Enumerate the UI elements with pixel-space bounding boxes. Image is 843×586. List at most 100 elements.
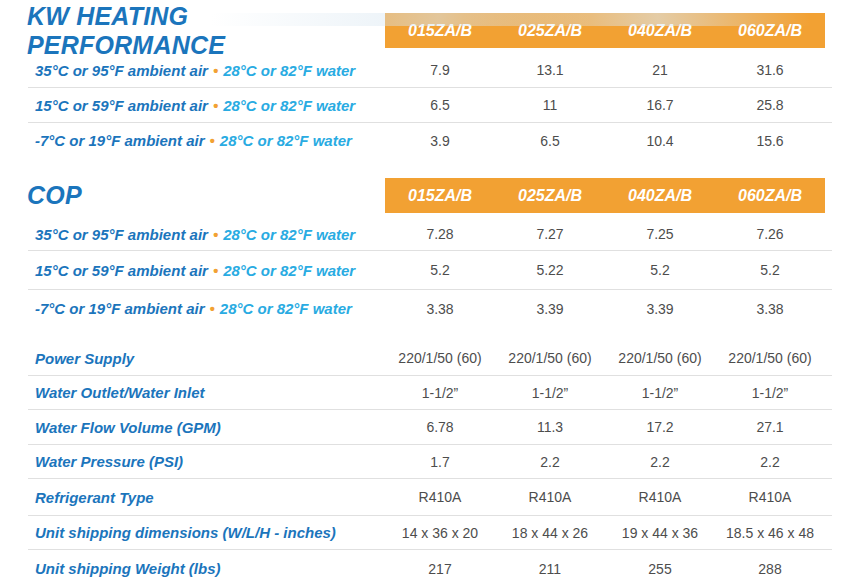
row-label: -7°C or 19°F ambient air•28°C or 82°F wa… <box>28 132 385 149</box>
column-header-040zab: 040ZA/B <box>605 178 715 213</box>
value-cell: 15.6 <box>715 133 825 149</box>
value-cell: 7.28 <box>385 226 495 242</box>
value-cell: 3.38 <box>385 301 495 317</box>
table-row: -7°C or 19°F ambient air•28°C or 82°F wa… <box>28 123 832 158</box>
value-cell: 6.5 <box>385 97 495 113</box>
table-row: Water Outlet/Water Inlet 1-1/2” 1-1/2” 1… <box>28 376 832 410</box>
row-label: 15°C or 59°F ambient air • 28°C or 82°F wa… <box>28 97 385 114</box>
row-label: -7°C or 19°F ambient air • 28°C or 82°F wa… <box>28 300 385 317</box>
value-cell: 6.78 <box>385 419 495 435</box>
row-label: 35°C or 95°F ambient air • 28°C or 82°F wa… <box>28 226 385 243</box>
value-cell: 288 <box>715 561 825 577</box>
section-title-kw-heating: KW HEATING PERFORMANCE <box>27 2 385 60</box>
table-row: Water Pressure (PSI) 1.7 2.2 2.2 2.2 <box>28 445 832 479</box>
value-cell: 3.9 <box>385 133 495 149</box>
ambient-air-label: 15°C or 59°F ambient air <box>35 262 208 279</box>
value-cell: 7.27 <box>495 226 605 242</box>
water-temp-label: 28°C or 82°F water <box>223 262 355 279</box>
water-temp-label: 28°C or 82°F water <box>220 300 352 317</box>
value-cell: 217 <box>385 561 495 577</box>
section-title-box: COP <box>0 178 385 213</box>
bullet-separator: • <box>213 62 218 79</box>
spec-label-refrigerant-type: Refrigerant Type <box>28 489 385 506</box>
ambient-air-label: 15°C or 59°F ambient air <box>35 97 208 114</box>
ambient-air-label: -7°C or 19°F ambient air <box>35 300 205 317</box>
table-row: Water Flow Volume (GPM) 6.78 11.3 17.2 2… <box>28 410 832 445</box>
value-cell: 11 <box>495 97 605 113</box>
value-cell: 3.39 <box>605 301 715 317</box>
spec-label-water-outlet-inlet: Water Outlet/Water Inlet <box>28 384 385 401</box>
value-cell: 1-1/2” <box>715 385 825 401</box>
value-cell: 18.5 x 46 x 48 <box>715 525 825 541</box>
value-cell: 27.1 <box>715 419 825 435</box>
value-cell: 255 <box>605 561 715 577</box>
value-cell: 5.2 <box>385 262 495 278</box>
value-cell: 7.25 <box>605 226 715 242</box>
value-cell: R410A <box>715 489 825 505</box>
value-cell: 220/1/50 (60) <box>385 350 495 366</box>
spec-rows: Power Supply 220/1/50 (60) 220/1/50 (60)… <box>28 341 832 586</box>
table-row: -7°C or 19°F ambient air • 28°C or 82°F wa… <box>28 290 832 327</box>
column-header-025zab: 025ZA/B <box>495 178 605 213</box>
water-temp-label: 28°C or 82°F water <box>220 132 352 149</box>
value-cell: 5.2 <box>715 262 825 278</box>
value-cell: 21 <box>605 62 715 78</box>
table-row: 15°C or 59°F ambient air • 28°C or 82°F wa… <box>28 88 832 123</box>
value-cell: 211 <box>495 561 605 577</box>
column-header-060zab: 060ZA/B <box>715 178 825 213</box>
value-cell: 18 x 44 x 26 <box>495 525 605 541</box>
kw-heating-rows: 35°C or 95°F ambient air • 28°C or 82°F wa… <box>28 48 832 158</box>
ambient-air-label: 35°C or 95°F ambient air <box>35 226 208 243</box>
table-row: Power Supply 220/1/50 (60) 220/1/50 (60)… <box>28 341 832 376</box>
ambient-air-label: 35°C or 95°F ambient air <box>35 62 208 79</box>
spec-label-water-flow-volume: Water Flow Volume (GPM) <box>28 419 385 436</box>
table-row: Unit shipping dimensions (W/L/H - inches… <box>28 516 832 550</box>
value-cell: 2.2 <box>605 454 715 470</box>
value-cell: 19 x 44 x 36 <box>605 525 715 541</box>
water-temp-label: 28°C or 82°F water <box>223 97 355 114</box>
bullet-separator: • <box>210 300 215 317</box>
water-temp-label: 28°C or 82°F water <box>223 62 355 79</box>
cop-rows: 35°C or 95°F ambient air • 28°C or 82°F wa… <box>28 213 832 327</box>
row-label: 35°C or 95°F ambient air • 28°C or 82°F wa… <box>28 62 385 79</box>
value-cell: 7.26 <box>715 226 825 242</box>
value-cell: 2.2 <box>495 454 605 470</box>
value-cell: 1-1/2” <box>385 385 495 401</box>
spec-label-shipping-dimensions: Unit shipping dimensions (W/L/H - inches… <box>28 524 385 541</box>
value-cell: 14 x 36 x 20 <box>385 525 495 541</box>
bullet-separator: • <box>213 97 218 114</box>
value-cell: 1-1/2” <box>495 385 605 401</box>
decorative-wave <box>0 13 843 26</box>
value-cell: 3.39 <box>495 301 605 317</box>
value-cell: 1-1/2” <box>605 385 715 401</box>
spec-label-shipping-weight: Unit shipping Weight (lbs) <box>28 560 385 577</box>
value-cell: 1.7 <box>385 454 495 470</box>
spec-label-power-supply: Power Supply <box>28 350 385 367</box>
bullet-separator: • <box>213 262 218 279</box>
ambient-air-label: -7°C or 19°F ambient air <box>35 132 205 149</box>
cop-section-header: COP 015ZA/B 025ZA/B 040ZA/B 060ZA/B <box>0 178 843 213</box>
spec-label-water-pressure: Water Pressure (PSI) <box>28 453 385 470</box>
table-row: 35°C or 95°F ambient air • 28°C or 82°F wa… <box>28 213 832 251</box>
section-title-cop: COP <box>27 181 82 210</box>
column-header-015zab: 015ZA/B <box>385 178 495 213</box>
value-cell: 31.6 <box>715 62 825 78</box>
value-cell: 6.5 <box>495 133 605 149</box>
value-cell: 7.9 <box>385 62 495 78</box>
value-cell: 3.38 <box>715 301 825 317</box>
value-cell: 220/1/50 (60) <box>495 350 605 366</box>
value-cell: 25.8 <box>715 97 825 113</box>
value-cell: 10.4 <box>605 133 715 149</box>
value-cell: 11.3 <box>495 419 605 435</box>
value-cell: 13.1 <box>495 62 605 78</box>
value-cell: 17.2 <box>605 419 715 435</box>
table-row: Refrigerant Type R410A R410A R410A R410A <box>28 479 832 516</box>
water-temp-label: 28°C or 82°F water <box>223 226 355 243</box>
bullet-separator: • <box>213 226 218 243</box>
value-cell: 5.22 <box>495 262 605 278</box>
value-cell: 220/1/50 (60) <box>605 350 715 366</box>
value-cell: R410A <box>605 489 715 505</box>
table-row: Unit shipping Weight (lbs) 217 211 255 2… <box>28 550 832 586</box>
value-cell: 16.7 <box>605 97 715 113</box>
row-label: 15°C or 59°F ambient air • 28°C or 82°F wa… <box>28 262 385 279</box>
